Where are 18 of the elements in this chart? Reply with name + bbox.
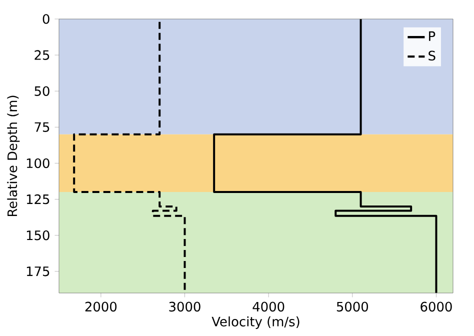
y-tick-label: 0 [42,14,50,24]
y-tick-label: 125 [26,194,50,204]
y-tick-label: 100 [26,158,50,168]
x-axis-title: Velocity (m/s) [212,316,300,329]
x-tick-label: 2000 [85,302,117,312]
x-tick-label: 3000 [169,302,200,312]
legend-label: P [429,31,436,41]
y-tick-label: 50 [34,86,50,96]
x-tick-label: 5000 [336,302,368,312]
legend-label: S [428,50,436,61]
y-tick-label: 25 [34,50,50,60]
line-series [213,19,438,294]
y-tick-label: 175 [26,266,50,276]
y-tick-label: 75 [34,122,50,132]
x-tick-label: 6000 [420,302,452,312]
y-axis-title: Relative Depth (m) [7,96,20,216]
y-tick-label: 150 [26,230,50,240]
x-tick-label: 4000 [252,302,284,312]
